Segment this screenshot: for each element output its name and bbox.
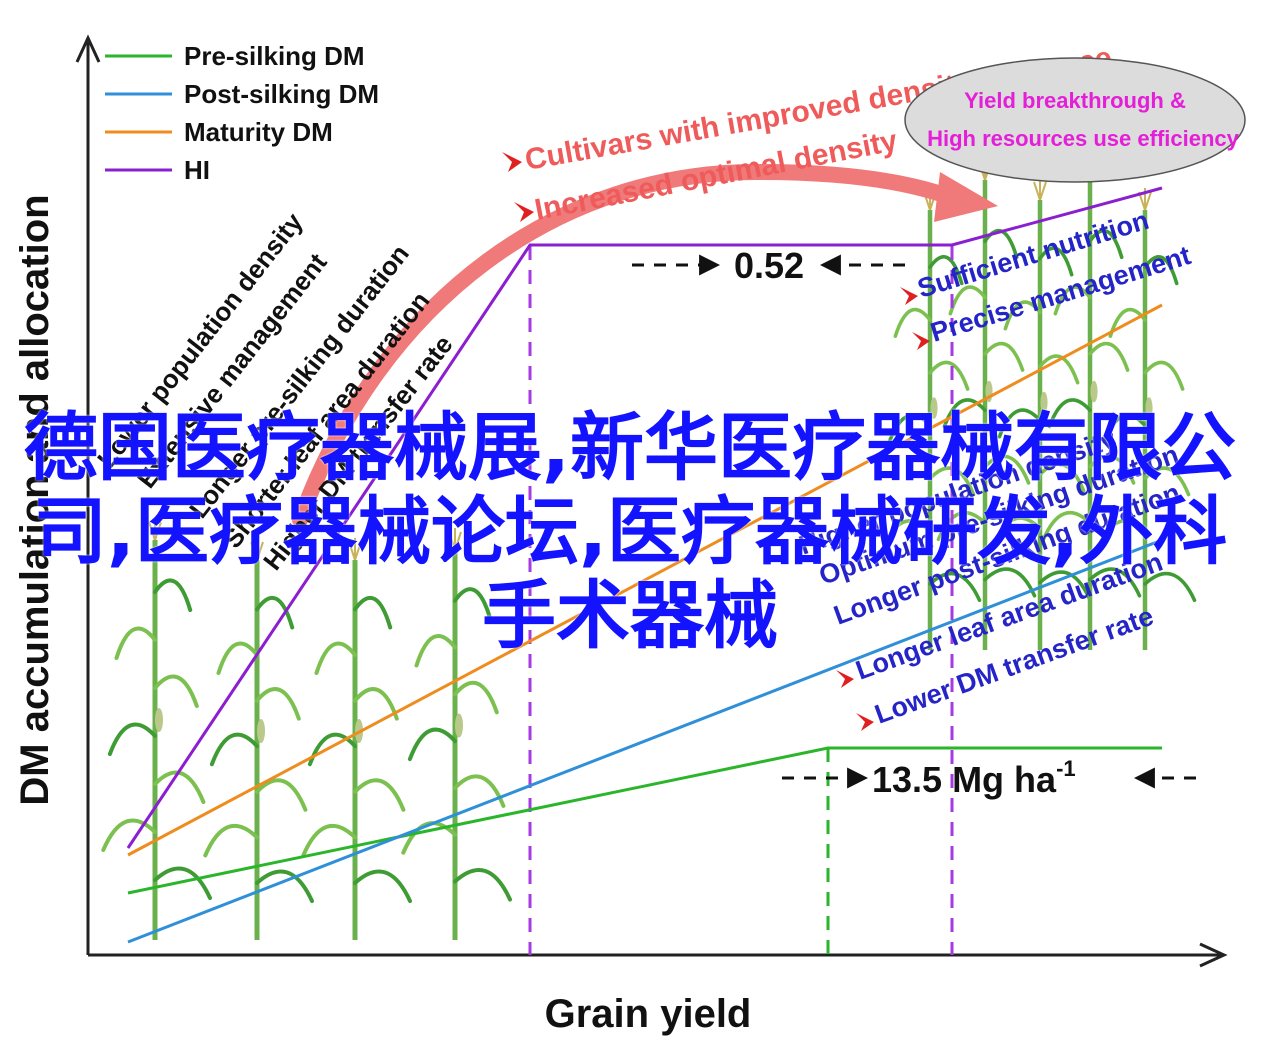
y-axis-arrowhead (75, 34, 101, 63)
legend: Pre-silking DM Post-silking DM Maturity … (105, 41, 379, 185)
maize-plant (301, 538, 412, 940)
series-line-post-silking-dm (127, 538, 1163, 944)
y-axis-title: DM accumulation and allocation (13, 194, 57, 805)
maize-plant (1096, 188, 1197, 650)
hi-threshold-label: 0.52 (632, 245, 905, 286)
red-pointer-icon (856, 713, 874, 731)
hi-threshold-value: 0.52 (734, 245, 804, 286)
left-annotations: Lower population density Extensive manag… (91, 207, 459, 576)
red-pointer-icon (514, 202, 534, 222)
red-pointer-icon (502, 152, 522, 172)
legend-label-hi: HI (184, 155, 210, 185)
x-axis-title: Grain yield (545, 992, 752, 1036)
oval-line-2: High resources use efficiency (927, 126, 1240, 151)
legend-label-pre-silking-dm: Pre-silking DM (184, 41, 365, 71)
yield-threshold-value: 13.5 Mg ha-1 (872, 756, 1076, 800)
red-curved-arrow (292, 163, 966, 528)
maize-plant (1041, 158, 1142, 650)
red-pointer-icon (900, 287, 918, 305)
yield-threshold-label: 13.5 Mg ha-1 (782, 756, 1196, 800)
x-axis-arrowhead (1199, 942, 1228, 968)
oval-line-1: Yield breakthrough & (964, 88, 1186, 113)
red-arrowhead (934, 172, 998, 222)
maize-plant (401, 528, 512, 940)
red-pointer-icon (912, 332, 930, 350)
maize-plant (203, 538, 314, 940)
series-line-pre-silking-dm (127, 746, 1162, 895)
legend-label-post-silking-dm: Post-silking DM (184, 79, 379, 109)
maize-plant (991, 178, 1092, 650)
maize-plants-illustration (101, 158, 1197, 940)
red-pointer-icon (836, 670, 854, 688)
series-line-hi (126, 186, 1163, 849)
series-line-maturity-dm (127, 303, 1163, 857)
legend-label-maturity-dm: Maturity DM (184, 117, 333, 147)
maize-plant (101, 518, 212, 940)
yield-breakthrough-oval: Yield breakthrough & High resources use … (904, 57, 1246, 183)
